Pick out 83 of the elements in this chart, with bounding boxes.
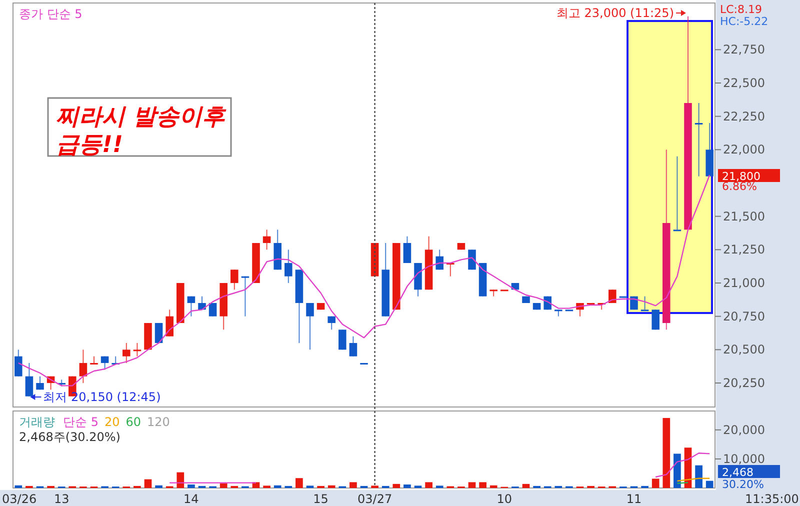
candlestick (403, 236, 412, 264)
y-tick-label: 22,750 (723, 42, 765, 57)
candlestick (241, 276, 250, 317)
annotation: 최저 20,150 (12:45) (43, 390, 161, 404)
text: HC:-5.22 (720, 15, 768, 28)
candlestick (122, 342, 130, 364)
y-tick-label: 20,250 (723, 376, 765, 390)
candlestick (14, 349, 22, 377)
x-tick-label: 15 (313, 492, 328, 506)
bar (652, 478, 660, 488)
candlestick (673, 156, 682, 232)
text: 종가 단순 5 (19, 7, 82, 21)
candlestick (230, 269, 238, 290)
text: 30.20% (722, 478, 764, 491)
x-tick-label: 03/27 (358, 492, 392, 506)
y-tick-label: 20,750 (723, 309, 765, 324)
bar (188, 484, 195, 488)
candlestick (166, 309, 174, 337)
bar (14, 485, 22, 488)
y-tick-label: 10,000 (723, 452, 765, 466)
candlestick (25, 362, 34, 397)
bar (274, 485, 282, 488)
bar (425, 482, 432, 488)
text: 60 (126, 415, 142, 429)
text: 20 (104, 415, 120, 429)
bar (522, 484, 530, 488)
y-tick-label: 21,250 (723, 242, 765, 257)
text: 단순 5 (63, 415, 98, 429)
candlestick (36, 376, 44, 390)
text: 6.86% (722, 180, 757, 193)
candlestick (328, 316, 336, 330)
candlestick (90, 356, 98, 364)
y-tick-label: 22,250 (723, 109, 765, 124)
bar (706, 480, 714, 488)
annotation: 2,468주(30.20%) (19, 430, 120, 444)
candlestick (208, 302, 217, 317)
legend-label: 120 (147, 415, 170, 429)
y-tick-label: 22,000 (723, 142, 765, 157)
bar (695, 465, 702, 488)
candlestick (349, 336, 358, 357)
bar (392, 484, 400, 488)
x-tick-label: 11 (626, 492, 642, 506)
candlestick (133, 342, 142, 357)
y-tick-label: 21,000 (723, 276, 765, 290)
candlestick (79, 349, 88, 384)
y-tick-label: 20,500 (723, 342, 765, 357)
bar (468, 482, 476, 488)
y-tick-label: 20,000 (723, 422, 765, 437)
bar (350, 482, 357, 488)
candlestick (640, 296, 649, 312)
y-tick-label: 22,500 (723, 76, 765, 90)
bar (144, 479, 152, 488)
candlestick (154, 323, 163, 343)
bar (662, 418, 670, 488)
annotation: 찌라시 발송이후 급등!! (56, 104, 228, 158)
bar (674, 454, 681, 488)
text: LC:8.19 (720, 3, 762, 16)
bar (296, 478, 303, 488)
x-tick-label: 10 (496, 492, 512, 506)
bar (479, 482, 486, 488)
legend-title: 거래량 (19, 415, 55, 429)
bar (176, 472, 184, 488)
candlestick (100, 356, 109, 370)
x-tick-label: 03/26 (2, 492, 37, 506)
candlestick (262, 229, 271, 250)
candlestick (306, 302, 314, 350)
bar (490, 485, 498, 488)
x-tick-label: 14 (184, 492, 199, 506)
text: 2,468 (722, 466, 754, 479)
bar (328, 485, 336, 488)
candlestick (338, 329, 346, 350)
text: 11:35:00 (745, 492, 799, 506)
candlestick (187, 296, 196, 317)
bar (404, 484, 411, 488)
text: 21,800 (722, 170, 760, 183)
candlestick (694, 102, 703, 177)
annotation: 최고 23,000 (11:25) (556, 6, 674, 20)
y-tick-label: 21,500 (723, 209, 765, 224)
candlestick (652, 309, 660, 330)
bar (155, 485, 162, 488)
x-tick-label: 13 (54, 492, 70, 506)
candlestick (284, 249, 292, 284)
bar (220, 483, 228, 488)
